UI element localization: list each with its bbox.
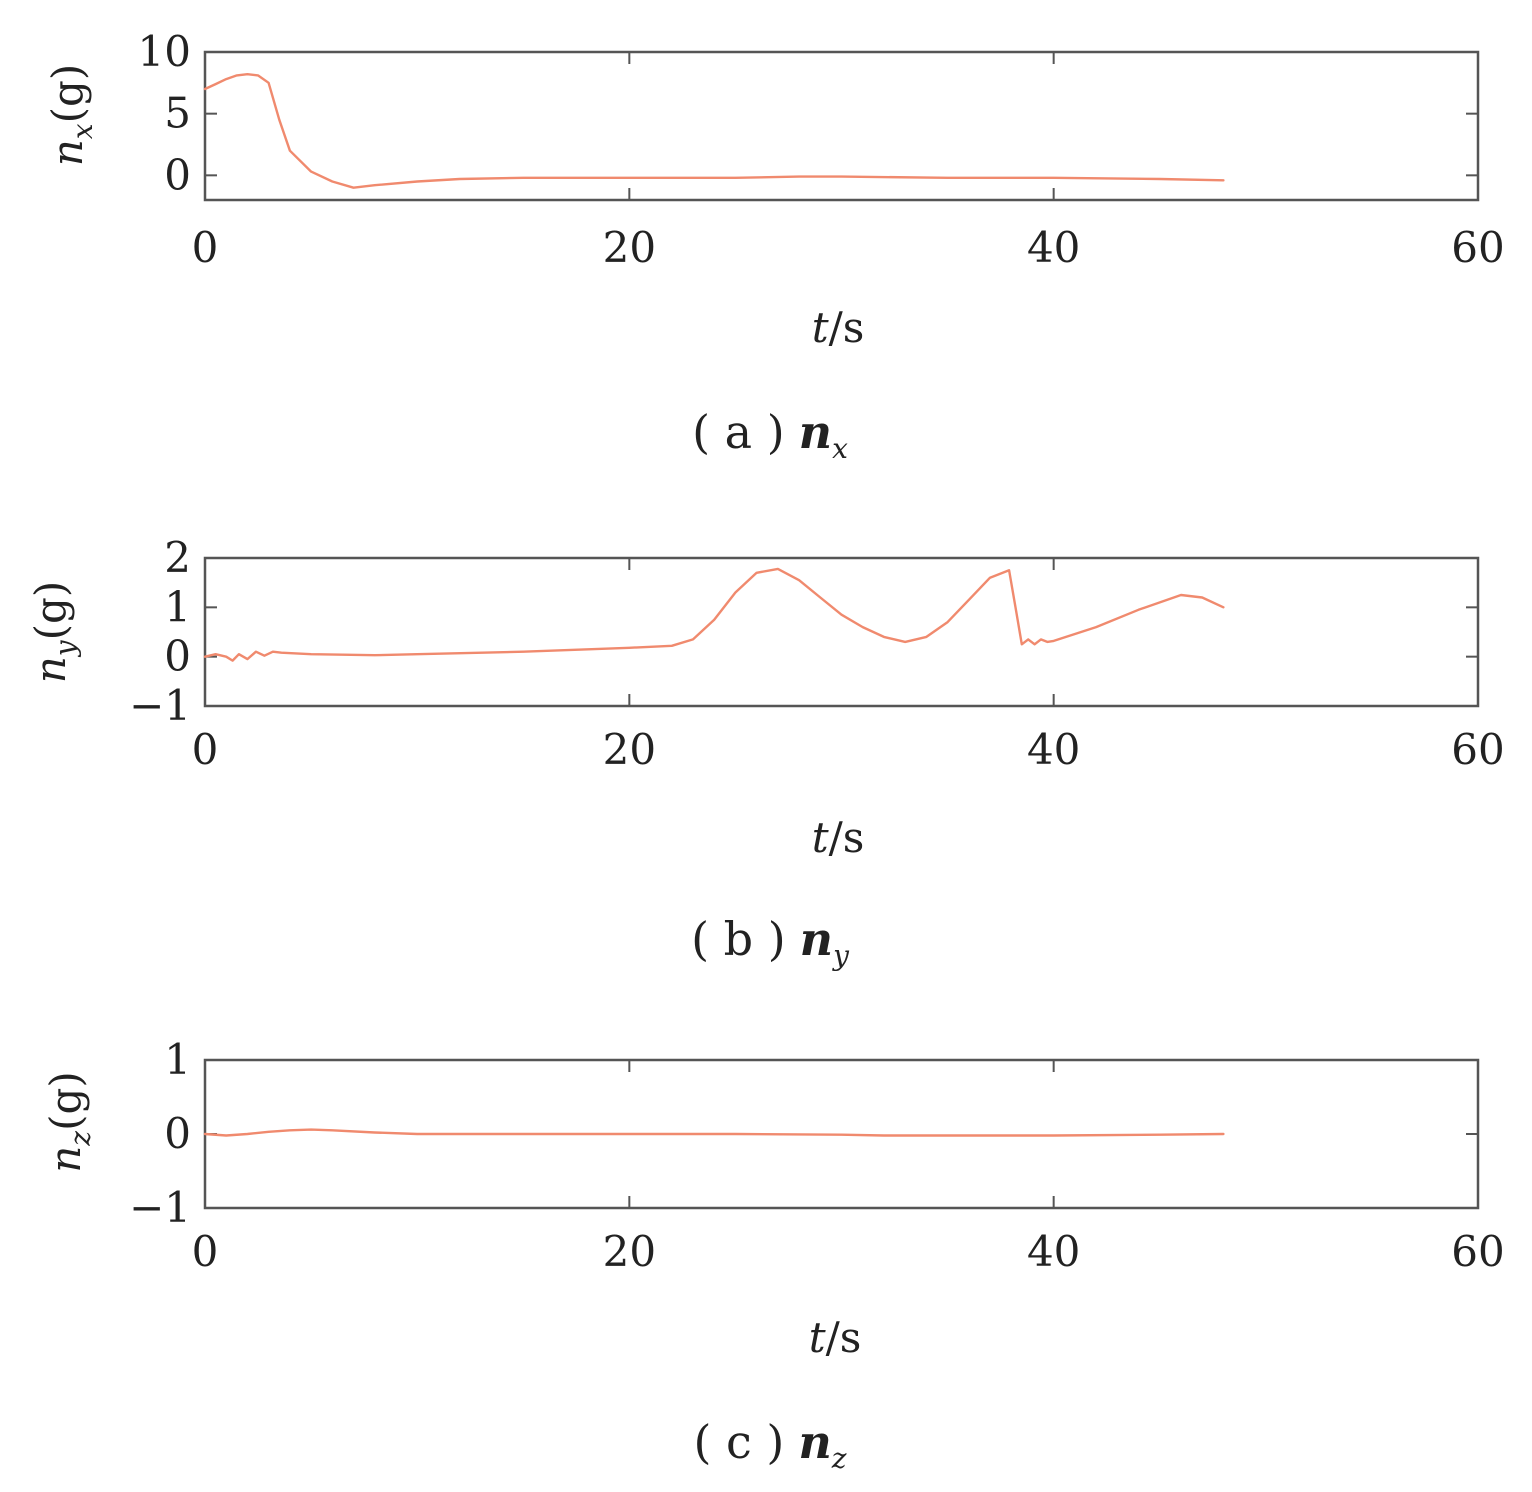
caption-sub: y	[831, 939, 850, 972]
x-tick-label: 0	[192, 725, 219, 774]
y-tick-label: −1	[129, 1183, 191, 1232]
x-axis-unit: /s	[829, 813, 865, 862]
x-tick-label: 60	[1451, 223, 1504, 272]
y-tick-label: 2	[164, 533, 191, 582]
x-axis-label: t/s	[809, 1313, 862, 1362]
x-tick-label: 20	[603, 1227, 656, 1276]
y-tick-label: 0	[164, 150, 191, 199]
svg-text:( a )nx: ( a ) nx	[692, 405, 848, 465]
series-line	[203, 1128, 1225, 1137]
svg-text:( c )nz: ( c ) nz	[693, 1415, 846, 1475]
y-axis-var: n	[43, 139, 92, 166]
y-axis-sub: y	[49, 639, 82, 658]
x-axis-unit: /s	[829, 303, 865, 352]
svg-text:t/s: t/s	[812, 813, 865, 862]
y-axis-label: ny(g)	[26, 581, 82, 684]
y-axis-label: nx(g)	[43, 64, 99, 167]
y-axis-unit: (g)	[26, 581, 75, 641]
y-axis-unit: (g)	[41, 1071, 90, 1131]
x-axis-label: t/s	[812, 813, 865, 862]
series-line	[203, 567, 1225, 662]
x-tick-label: 40	[1027, 725, 1080, 774]
caption-var: n	[798, 1415, 831, 1469]
caption-sub: z	[831, 1442, 847, 1475]
svg-text:nx(g): nx(g)	[43, 64, 99, 167]
caption-letter: ( b )	[691, 912, 786, 966]
caption-letter: ( a )	[692, 405, 785, 459]
x-tick-label: 0	[192, 1227, 219, 1276]
plot-frame	[203, 556, 1480, 708]
y-axis-sub: z	[64, 1131, 97, 1147]
x-axis-label: t/s	[812, 303, 865, 352]
caption-var: n	[799, 405, 832, 459]
svg-text:t/s: t/s	[812, 303, 865, 352]
x-tick-label: 20	[603, 223, 656, 272]
x-tick-label: 0	[192, 223, 219, 272]
x-tick-label: 20	[603, 725, 656, 774]
y-tick-label: 0	[164, 632, 191, 681]
x-axis-var: t	[812, 813, 829, 862]
y-axis-unit: (g)	[43, 64, 92, 124]
x-tick-label: 60	[1451, 1227, 1504, 1276]
y-axis-sub: x	[66, 123, 99, 139]
series-line	[203, 73, 1225, 189]
panel-caption: ( a ) nx	[692, 405, 848, 465]
y-tick-label: 5	[164, 89, 191, 138]
plot-frame	[203, 50, 1480, 202]
y-axis-var: n	[26, 656, 75, 683]
panel-caption: ( c ) nz	[693, 1415, 846, 1475]
y-tick-label: −1	[129, 681, 191, 730]
svg-text:( b )ny: ( b ) ny	[691, 912, 850, 972]
caption-sub: x	[832, 432, 848, 465]
y-tick-label: 0	[164, 1109, 191, 1158]
x-axis-var: t	[812, 303, 829, 352]
x-tick-label: 40	[1027, 223, 1080, 272]
y-axis-label: nz(g)	[41, 1071, 97, 1173]
caption-var: n	[800, 912, 833, 966]
caption-letter: ( c )	[693, 1415, 784, 1469]
y-tick-label: 1	[164, 1035, 191, 1084]
svg-text:t/s: t/s	[809, 1313, 862, 1362]
x-axis-unit: /s	[826, 1313, 862, 1362]
y-axis-var: n	[41, 1146, 90, 1173]
svg-text:nz(g): nz(g)	[41, 1071, 97, 1173]
x-axis-var: t	[809, 1313, 826, 1362]
svg-text:ny(g): ny(g)	[26, 581, 82, 684]
x-tick-label: 40	[1027, 1227, 1080, 1276]
x-tick-label: 60	[1451, 725, 1504, 774]
y-tick-label: 1	[164, 582, 191, 631]
panel-caption: ( b ) ny	[691, 912, 850, 972]
y-tick-label: 10	[138, 27, 191, 76]
